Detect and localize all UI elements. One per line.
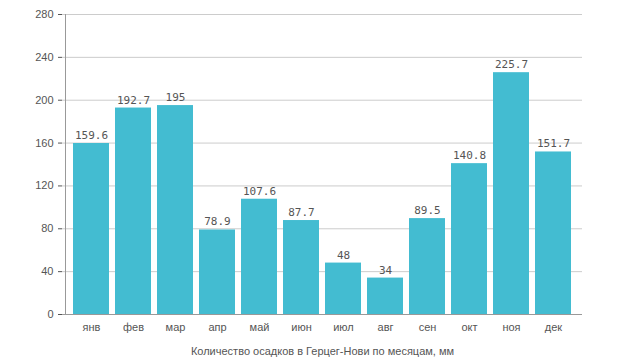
svg-text:159.6: 159.6 <box>75 129 108 142</box>
svg-text:0: 0 <box>47 308 53 320</box>
svg-text:фев: фев <box>123 321 144 333</box>
svg-text:дек: дек <box>545 321 563 333</box>
svg-text:ноя: ноя <box>502 321 520 333</box>
svg-text:40: 40 <box>41 265 53 277</box>
svg-text:окт: окт <box>461 321 477 333</box>
svg-text:200: 200 <box>35 94 53 106</box>
svg-text:225.7: 225.7 <box>495 58 528 71</box>
svg-text:48: 48 <box>337 249 350 262</box>
svg-text:87.7: 87.7 <box>288 206 315 219</box>
svg-text:78.9: 78.9 <box>204 215 231 228</box>
svg-text:160: 160 <box>35 137 53 149</box>
svg-text:Количество осадков в Герцег-Но: Количество осадков в Герцег-Нови по меся… <box>191 345 454 357</box>
svg-text:сен: сен <box>419 321 437 333</box>
svg-text:195: 195 <box>166 91 186 104</box>
svg-text:240: 240 <box>35 51 53 63</box>
svg-text:мар: мар <box>166 321 186 333</box>
svg-text:151.7: 151.7 <box>537 137 570 150</box>
svg-text:май: май <box>250 321 270 333</box>
svg-text:янв: янв <box>83 321 101 333</box>
svg-text:июн: июн <box>291 321 311 333</box>
svg-text:80: 80 <box>41 222 53 234</box>
svg-text:280: 280 <box>35 8 53 20</box>
svg-text:июл: июл <box>333 321 354 333</box>
svg-text:192.7: 192.7 <box>117 94 150 107</box>
svg-text:апр: апр <box>208 321 226 333</box>
svg-text:140.8: 140.8 <box>453 149 486 162</box>
svg-text:120: 120 <box>35 179 53 191</box>
svg-text:107.6: 107.6 <box>243 185 276 198</box>
svg-text:34: 34 <box>379 264 393 277</box>
svg-text:89.5: 89.5 <box>414 204 441 217</box>
svg-text:авг: авг <box>378 321 394 333</box>
